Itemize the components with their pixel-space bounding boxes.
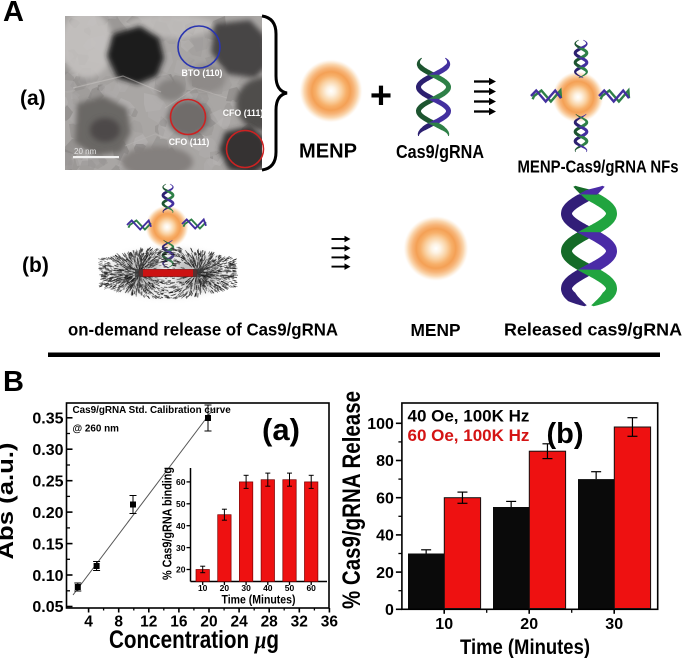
svg-text:0.05: 0.05 bbox=[32, 599, 63, 616]
svg-text:50: 50 bbox=[285, 583, 295, 593]
svg-text:80: 80 bbox=[376, 453, 394, 470]
svg-text:Released cas9/gRNA: Released cas9/gRNA bbox=[504, 320, 682, 340]
svg-text:20: 20 bbox=[376, 565, 394, 582]
svg-text:(b): (b) bbox=[546, 418, 583, 450]
svg-text:Cas9/gRNA: Cas9/gRNA bbox=[396, 141, 484, 162]
svg-text:Time (Minutes): Time (Minutes) bbox=[222, 595, 296, 607]
svg-text:(a): (a) bbox=[20, 87, 46, 110]
svg-text:0.20: 0.20 bbox=[32, 505, 63, 522]
svg-text:Concentration μg: Concentration μg bbox=[109, 626, 279, 654]
svg-text:0.35: 0.35 bbox=[32, 411, 63, 428]
svg-text:60: 60 bbox=[376, 490, 394, 507]
svg-text:B: B bbox=[3, 366, 24, 398]
svg-text:40: 40 bbox=[376, 528, 394, 545]
svg-text:on-demand release of Cas9/gRNA: on-demand release of Cas9/gRNA bbox=[68, 320, 338, 340]
svg-text:Cas9/gRNA Std. Calibration cur: Cas9/gRNA Std. Calibration curve bbox=[73, 405, 232, 416]
svg-text:0.30: 0.30 bbox=[32, 442, 63, 459]
svg-text:BTO (110): BTO (110) bbox=[182, 68, 223, 78]
svg-text:36: 36 bbox=[321, 614, 339, 631]
svg-text:20 nm: 20 nm bbox=[74, 147, 97, 156]
svg-text:20: 20 bbox=[220, 583, 230, 593]
svg-text:% Cas9/gRNA Release: % Cas9/gRNA Release bbox=[338, 391, 366, 609]
svg-text:0: 0 bbox=[385, 602, 394, 619]
svg-text:60 Oe, 100K Hz: 60 Oe, 100K Hz bbox=[408, 426, 530, 445]
svg-text:% Cas9/gRNA binding: % Cas9/gRNA binding bbox=[161, 467, 175, 580]
svg-text:40 Oe, 100K Hz: 40 Oe, 100K Hz bbox=[408, 407, 530, 426]
svg-text:+: + bbox=[370, 75, 392, 117]
svg-text:Time (Minutes): Time (Minutes) bbox=[460, 636, 590, 658]
svg-text:MENP: MENP bbox=[411, 320, 461, 340]
svg-text:MENP-Cas9/gRNA NFs: MENP-Cas9/gRNA NFs bbox=[518, 156, 679, 176]
svg-text:CFO (111): CFO (111) bbox=[169, 137, 210, 147]
svg-text:40: 40 bbox=[263, 583, 273, 593]
svg-text:50: 50 bbox=[176, 499, 186, 509]
svg-text:20: 20 bbox=[176, 565, 186, 575]
svg-text:0.10: 0.10 bbox=[32, 568, 63, 585]
svg-text:10: 10 bbox=[198, 583, 208, 593]
svg-text:40: 40 bbox=[176, 521, 186, 531]
svg-text:20: 20 bbox=[520, 616, 538, 633]
svg-text:4: 4 bbox=[84, 614, 93, 631]
svg-text:0.15: 0.15 bbox=[32, 536, 63, 553]
svg-text:MENP: MENP bbox=[299, 141, 357, 163]
svg-text:@ 260 nm: @ 260 nm bbox=[73, 423, 120, 434]
svg-text:60: 60 bbox=[306, 583, 316, 593]
svg-text:30: 30 bbox=[605, 616, 623, 633]
svg-text:A: A bbox=[3, 0, 24, 28]
svg-text:100: 100 bbox=[367, 416, 394, 433]
svg-text:Abs (a.u.): Abs (a.u.) bbox=[0, 443, 18, 560]
svg-text:(b): (b) bbox=[22, 254, 49, 277]
svg-text:CFO (111): CFO (111) bbox=[223, 108, 264, 118]
svg-text:32: 32 bbox=[291, 614, 308, 631]
svg-text:60: 60 bbox=[176, 477, 186, 487]
svg-text:30: 30 bbox=[241, 583, 251, 593]
svg-text:0.25: 0.25 bbox=[32, 473, 63, 490]
svg-text:10: 10 bbox=[435, 616, 453, 633]
svg-text:30: 30 bbox=[176, 543, 186, 553]
svg-text:(a): (a) bbox=[262, 412, 300, 447]
